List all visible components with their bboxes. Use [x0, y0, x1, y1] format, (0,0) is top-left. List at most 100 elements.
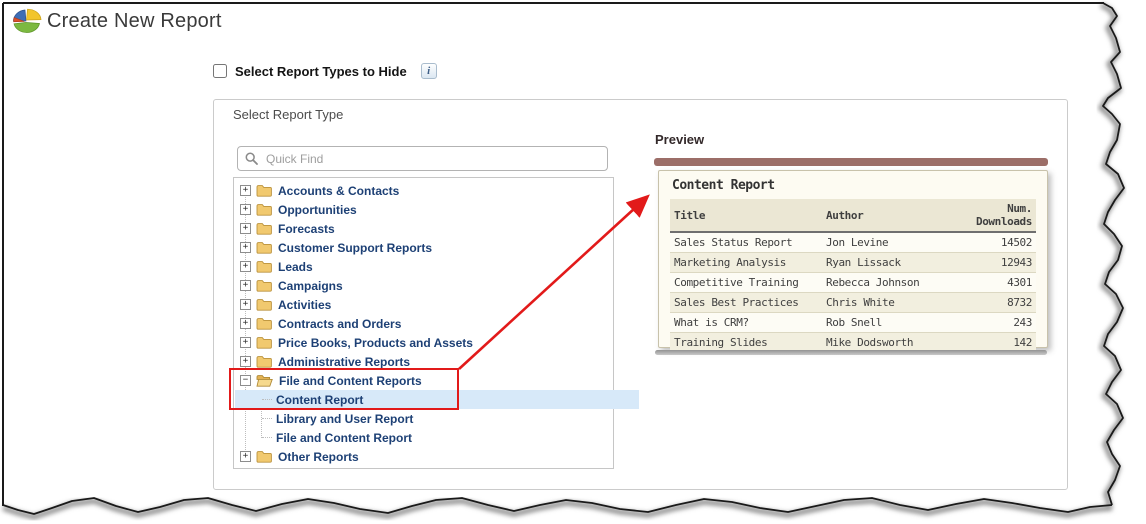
preview-table-row: Training Slides Mike Dodsworth 142 — [670, 332, 1036, 353]
expand-toggle-icon[interactable]: + — [240, 261, 251, 272]
preview-column-header: Num. Downloads — [944, 199, 1036, 233]
tree-item-opportunities[interactable]: + Opportunities — [235, 200, 612, 219]
preview-table-body: Sales Status Report Jon Levine 14502 Market… — [670, 232, 1036, 353]
closed-folder-icon — [256, 450, 272, 463]
quick-find-input[interactable] — [264, 150, 600, 167]
expand-toggle-icon[interactable]: + — [240, 242, 251, 253]
tree-item-other-reports[interactable]: + Other Reports — [235, 447, 612, 466]
author-cell: Ryan Lissack — [822, 252, 944, 273]
author-cell: Mike Dodsworth — [822, 332, 944, 353]
hide-report-types-checkbox[interactable] — [213, 64, 227, 78]
tree-item-administrative-reports[interactable]: + Administrative Reports — [235, 352, 612, 371]
tree-item-price-books-products-and-assets[interactable]: + Price Books, Products and Assets — [235, 333, 612, 352]
author-cell: Rebecca Johnson — [822, 272, 944, 293]
report-title-cell: Competitive Training — [670, 272, 822, 293]
author-cell: Jon Levine — [822, 232, 944, 253]
closed-folder-icon — [256, 279, 272, 292]
preview-table: Title Author Num. Downloads Sales Status R… — [670, 199, 1036, 353]
highlight-rectangle — [229, 368, 459, 410]
info-icon[interactable]: i — [420, 63, 437, 79]
report-type-tree: + Accounts & Contacts + Opportunities + Forec… — [233, 177, 639, 469]
tree-item-content-report[interactable]: Content Report — [235, 390, 639, 409]
tree-item-library-and-user-report[interactable]: Library and User Report — [235, 409, 639, 428]
closed-folder-icon — [256, 298, 272, 311]
tree-item-label: Leads — [278, 259, 313, 274]
expand-toggle-icon[interactable]: + — [240, 223, 251, 234]
preview-table-header-row: Title Author Num. Downloads — [670, 199, 1036, 233]
report-pie-chart-icon — [13, 8, 42, 33]
tree-connector — [262, 437, 272, 438]
tree-connector — [262, 399, 272, 400]
tree-item-label: Price Books, Products and Assets — [278, 335, 473, 350]
tree-item-label: Contracts and Orders — [278, 316, 402, 331]
report-title-cell: Marketing Analysis — [670, 252, 822, 273]
tree-item-label: Accounts & Contacts — [278, 183, 400, 198]
tree-item-forecasts[interactable]: + Forecasts — [235, 219, 612, 238]
tree-item-label: Forecasts — [278, 221, 335, 236]
tree-item-label: Customer Support Reports — [278, 240, 433, 255]
preview-column-header: Author — [822, 199, 944, 233]
tree-item-label: Campaigns — [278, 278, 343, 293]
tree-item-file-and-content-report[interactable]: File and Content Report — [235, 428, 639, 447]
expand-toggle-icon[interactable]: + — [240, 318, 251, 329]
author-cell: Chris White — [822, 292, 944, 313]
downloads-cell: 142 — [944, 332, 1036, 353]
preview-report-title: Content Report — [672, 178, 775, 193]
tree-item-campaigns[interactable]: + Campaigns — [235, 276, 612, 295]
downloads-cell: 4301 — [944, 272, 1036, 293]
expand-toggle-icon[interactable]: + — [240, 299, 251, 310]
select-report-type-title: Select Report Type — [233, 107, 344, 122]
tree-item-file-and-content-reports[interactable]: − File and Content Reports — [235, 371, 612, 390]
preview-table-row: Sales Best Practices Chris White 8732 — [670, 292, 1036, 313]
preview-table-row: Competitive Training Rebecca Johnson 4301 — [670, 272, 1036, 293]
expand-toggle-icon[interactable]: + — [240, 337, 251, 348]
downloads-cell: 14502 — [944, 232, 1036, 253]
tree-connector — [262, 418, 272, 419]
search-icon — [245, 152, 258, 165]
expand-toggle-icon[interactable]: + — [240, 356, 251, 367]
tree-item-label: Other Reports — [278, 449, 359, 464]
page-title: Create New Report — [47, 10, 222, 32]
closed-folder-icon — [256, 317, 272, 330]
report-title-cell: Sales Best Practices — [670, 292, 822, 313]
tree-item-contracts-and-orders[interactable]: + Contracts and Orders — [235, 314, 612, 333]
tree-item-label: Administrative Reports — [278, 354, 411, 369]
expand-toggle-icon[interactable]: + — [240, 451, 251, 462]
tree-child-guide-line — [261, 390, 262, 438]
closed-folder-icon — [256, 336, 272, 349]
closed-folder-icon — [256, 203, 272, 216]
author-cell: Rob Snell — [822, 312, 944, 333]
preview-table-row: Marketing Analysis Ryan Lissack 12943 — [670, 252, 1036, 273]
preview-bottom-shadow — [655, 350, 1047, 355]
tree-item-label: Opportunities — [278, 202, 357, 217]
expand-toggle-icon[interactable]: + — [240, 204, 251, 215]
tree-item-label: Library and User Report — [276, 411, 414, 426]
closed-folder-icon — [256, 241, 272, 254]
closed-folder-icon — [256, 184, 272, 197]
report-title-cell: Training Slides — [670, 332, 822, 353]
preview-table-row: What is CRM? Rob Snell 243 — [670, 312, 1036, 333]
preview-label: Preview — [655, 132, 705, 147]
report-title-cell: What is CRM? — [670, 312, 822, 333]
open-folder-icon — [256, 374, 273, 387]
tree-item-activities[interactable]: + Activities — [235, 295, 612, 314]
tree-item-leads[interactable]: + Leads — [235, 257, 612, 276]
tree-item-label: File and Content Reports — [279, 373, 422, 388]
downloads-cell: 8732 — [944, 292, 1036, 313]
expand-toggle-icon[interactable]: + — [240, 280, 251, 291]
hide-report-types-label: Select Report Types to Hide — [235, 63, 407, 79]
closed-folder-icon — [256, 260, 272, 273]
tree-item-customer-support-reports[interactable]: + Customer Support Reports — [235, 238, 612, 257]
preview-column-header: Title — [670, 199, 822, 233]
preview-panel: Content Report Title Author Num. Downloads… — [658, 170, 1048, 353]
expand-toggle-icon[interactable]: + — [240, 185, 251, 196]
hide-report-types-row: Select Report Types to Hide i — [213, 63, 437, 79]
report-title-cell: Sales Status Report — [670, 232, 822, 253]
tree-item-label: Content Report — [276, 392, 364, 407]
collapse-toggle-icon[interactable]: − — [240, 375, 251, 386]
closed-folder-icon — [256, 355, 272, 368]
tree-item-accounts-contacts[interactable]: + Accounts & Contacts — [235, 181, 612, 200]
downloads-cell: 12943 — [944, 252, 1036, 273]
preview-table-row: Sales Status Report Jon Levine 14502 — [670, 232, 1036, 253]
